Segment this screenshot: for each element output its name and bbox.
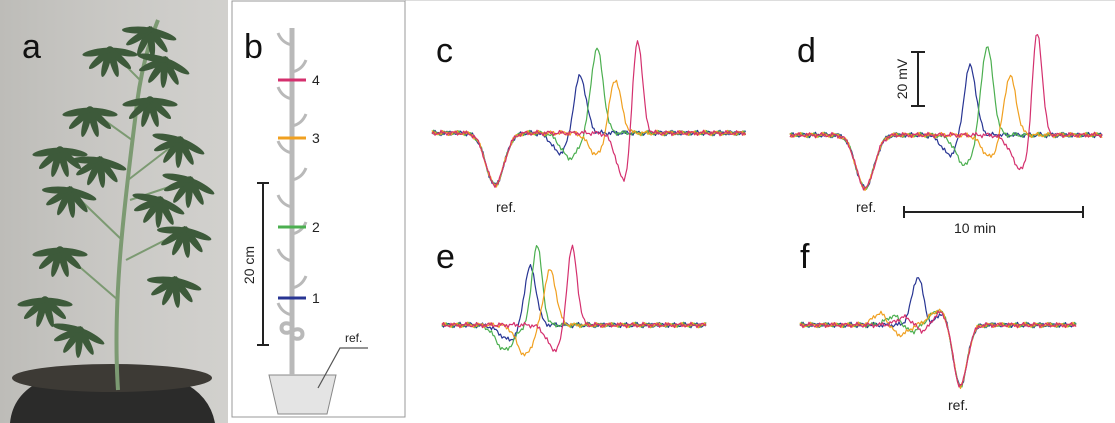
trace <box>441 264 707 342</box>
trace <box>799 277 1077 388</box>
reference-label: ref. <box>948 397 968 413</box>
trace <box>431 40 747 188</box>
electrode-label: 3 <box>312 130 320 146</box>
leaf <box>32 247 64 257</box>
trace <box>441 244 707 353</box>
trace <box>441 245 707 351</box>
panel-label: e <box>436 238 455 276</box>
trace <box>789 63 1103 190</box>
electrode-label: 4 <box>312 72 320 88</box>
plant-diagram <box>231 0 406 418</box>
leaf <box>17 297 49 307</box>
leaf <box>32 147 64 157</box>
leaf <box>72 156 104 164</box>
leaf <box>152 133 184 143</box>
reference-label: ref. <box>345 331 362 345</box>
trace <box>799 309 1077 388</box>
leaf <box>122 97 154 107</box>
trace <box>441 269 707 357</box>
panel-label: c <box>436 32 453 70</box>
leaf <box>42 186 74 194</box>
trace <box>431 74 747 186</box>
trace <box>789 34 1103 191</box>
plant-photo <box>0 0 228 423</box>
signal-traces <box>431 34 1103 390</box>
trace <box>789 74 1103 192</box>
leaf <box>132 193 164 203</box>
leaf <box>122 26 154 34</box>
leaf <box>52 323 84 333</box>
time-scale-label: 10 min <box>954 220 996 236</box>
trace <box>789 46 1103 190</box>
leaf <box>162 173 194 183</box>
voltage-scale-label: 20 mV <box>894 58 910 99</box>
electrode-label: 2 <box>312 219 320 235</box>
panel-label: d <box>797 32 816 70</box>
panel-label: f <box>800 238 810 276</box>
trace <box>799 308 1077 390</box>
leaf <box>62 107 94 117</box>
leaf <box>147 276 179 284</box>
leaf <box>157 226 189 234</box>
scale-bars <box>903 51 1084 218</box>
leaf <box>137 53 169 63</box>
length-scale-label: 20 cm <box>241 246 257 284</box>
trace <box>799 310 1077 388</box>
panel-label: b <box>244 28 263 66</box>
reference-label: ref. <box>496 199 516 215</box>
leaf <box>82 47 114 57</box>
trace <box>431 47 747 186</box>
panel-label: a <box>22 28 41 66</box>
reference-label: ref. <box>856 199 876 215</box>
electrode-label: 1 <box>312 290 320 306</box>
